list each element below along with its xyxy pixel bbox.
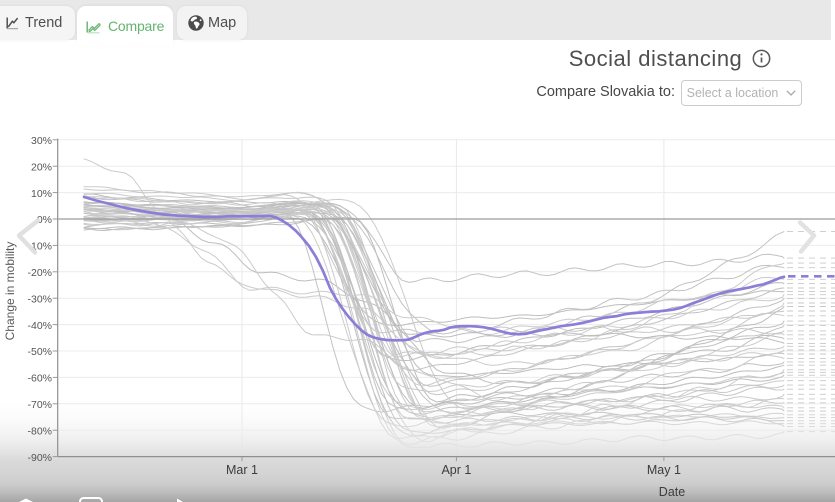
svg-text:10%: 10% (31, 188, 52, 200)
svg-text:Mar 1: Mar 1 (226, 463, 258, 477)
svg-text:-90%: -90% (27, 452, 52, 464)
svg-text:May 1: May 1 (647, 463, 681, 477)
svg-text:-60%: -60% (27, 373, 52, 385)
svg-text:-80%: -80% (27, 425, 52, 437)
svg-text:30%: 30% (31, 135, 52, 147)
svg-text:0%: 0% (37, 214, 52, 226)
svg-text:20%: 20% (31, 161, 52, 173)
svg-text:Apr 1: Apr 1 (441, 463, 471, 477)
svg-text:-70%: -70% (27, 399, 52, 411)
svg-text:Date: Date (659, 485, 685, 499)
svg-text:-50%: -50% (27, 346, 52, 358)
svg-text:-20%: -20% (27, 267, 52, 279)
svg-text:Change in mobility: Change in mobility (3, 242, 17, 341)
svg-text:-30%: -30% (27, 293, 52, 305)
svg-text:-40%: -40% (27, 320, 52, 332)
